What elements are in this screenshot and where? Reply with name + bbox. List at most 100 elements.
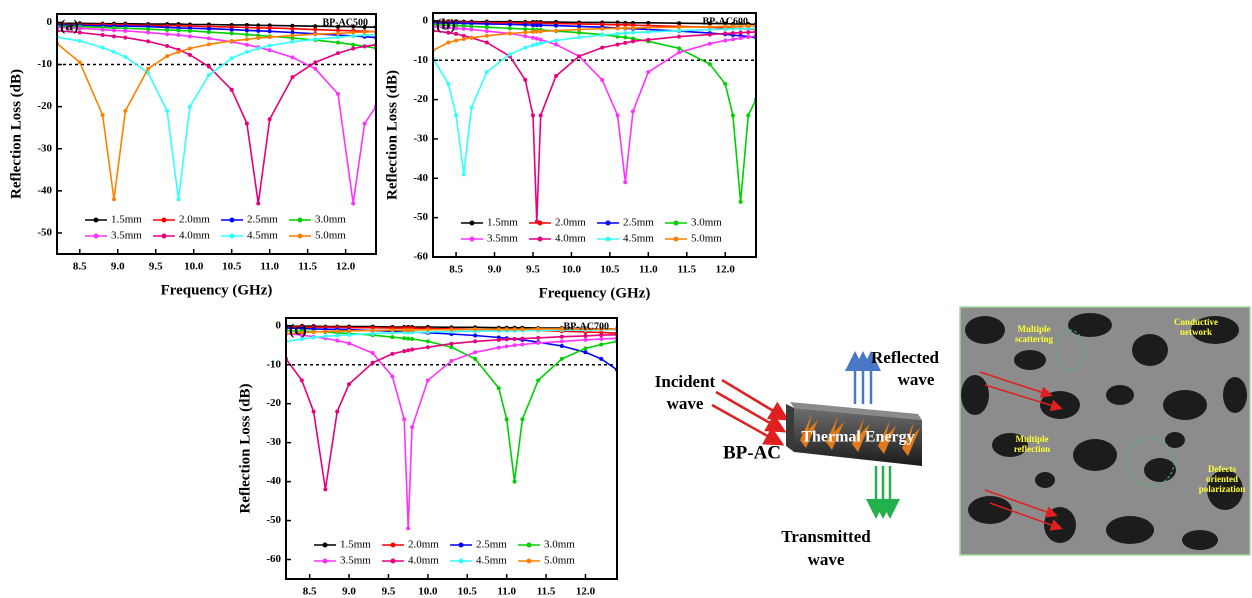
data-point xyxy=(554,28,559,33)
data-point xyxy=(677,50,682,55)
x-tick-label: 10.5 xyxy=(458,586,478,598)
data-point xyxy=(256,46,261,51)
data-point xyxy=(311,335,316,340)
reflect-arrow xyxy=(984,489,1058,518)
panel-label: (b) xyxy=(436,17,456,34)
legend-marker xyxy=(229,233,235,239)
mechanism-diagram: Thermal Energy BP-AC Incident wave Reflec… xyxy=(655,348,940,569)
data-point xyxy=(402,336,407,341)
data-point xyxy=(559,339,564,344)
y-tick-label: -50 xyxy=(37,226,52,238)
data-point xyxy=(484,33,489,38)
data-point xyxy=(469,21,474,26)
x-tick-label: 11.0 xyxy=(260,261,279,273)
legend-marker xyxy=(537,220,543,226)
panel-label: (a) xyxy=(60,18,79,35)
incident-arrow xyxy=(711,403,785,446)
legend-marker xyxy=(161,217,167,223)
data-point xyxy=(454,31,459,36)
legend-label: 5.0mm xyxy=(315,230,346,242)
data-point xyxy=(351,24,356,29)
data-point xyxy=(351,30,356,35)
data-point xyxy=(111,34,116,39)
data-point xyxy=(599,326,604,331)
data-point xyxy=(630,30,635,35)
data-point xyxy=(123,28,128,33)
data-point xyxy=(707,21,712,26)
data-point xyxy=(536,378,541,383)
label-line: wave xyxy=(667,394,704,413)
data-point xyxy=(336,51,341,56)
data-point xyxy=(100,113,105,118)
y-tick-label: -40 xyxy=(413,172,428,184)
data-point xyxy=(707,41,712,46)
data-point xyxy=(313,32,318,37)
data-point xyxy=(534,36,539,41)
chart: 1.5mm 2.0mm 2.5mm 3.0mm 3.5mm 4.0mm 4.5mm 5.0mm… xyxy=(384,12,757,301)
x-tick-label: 9.5 xyxy=(149,261,163,273)
data-point xyxy=(299,378,304,383)
data-point xyxy=(623,31,628,36)
data-point xyxy=(473,333,478,338)
data-point xyxy=(615,113,620,118)
legend-marker xyxy=(605,220,611,226)
data-point xyxy=(534,42,539,47)
data-point xyxy=(507,31,512,36)
data-point xyxy=(623,180,628,185)
scatter-arrow xyxy=(979,371,1053,398)
data-point xyxy=(738,24,743,29)
data-point xyxy=(730,113,735,118)
legend-marker xyxy=(297,217,303,223)
data-point xyxy=(523,27,528,32)
legend-marker xyxy=(673,220,679,226)
data-point xyxy=(446,40,451,45)
data-point xyxy=(290,26,295,31)
data-point xyxy=(504,337,509,342)
data-point xyxy=(523,30,528,35)
data-point xyxy=(577,54,582,59)
data-point xyxy=(77,60,82,65)
data-point xyxy=(313,37,318,42)
annotation: Multiple scattering xyxy=(1015,324,1053,344)
y-axis-label: Reflection Loss (dB) xyxy=(8,69,24,199)
data-point xyxy=(244,49,249,54)
x-tick-label: 10.0 xyxy=(418,586,438,598)
data-point xyxy=(244,28,249,33)
legend-label: 4.0mm xyxy=(179,230,210,242)
data-point xyxy=(187,34,192,39)
data-point xyxy=(323,329,328,334)
data-point xyxy=(267,117,272,122)
data-point xyxy=(165,28,170,32)
annotation: Multiple reflection xyxy=(1014,434,1050,454)
chart-title: BP-AC600 xyxy=(702,16,748,27)
data-point xyxy=(523,45,528,50)
data-point xyxy=(583,350,588,355)
legend-marker xyxy=(322,542,328,548)
data-point xyxy=(313,66,318,71)
label-line: Incident xyxy=(655,372,716,391)
data-point xyxy=(77,30,82,35)
series-line xyxy=(57,30,376,200)
data-point xyxy=(559,356,564,361)
data-point xyxy=(335,338,340,343)
data-point xyxy=(229,87,234,92)
data-point xyxy=(146,27,151,32)
data-point xyxy=(559,334,564,339)
data-point xyxy=(244,25,249,30)
data-point xyxy=(583,333,588,338)
legend-marker xyxy=(469,220,475,226)
y-tick-label: -40 xyxy=(37,184,52,196)
plot-frame xyxy=(56,13,377,255)
network-ring xyxy=(1055,329,1085,371)
data-point xyxy=(583,337,588,342)
data-point xyxy=(707,62,712,67)
data-point xyxy=(206,30,211,35)
data-point xyxy=(484,22,489,27)
data-point xyxy=(410,337,415,342)
data-point xyxy=(538,41,543,46)
data-point xyxy=(410,328,415,333)
data-point xyxy=(746,113,751,118)
x-axis-label: Frequency (GHz) xyxy=(539,285,651,301)
data-point xyxy=(311,409,316,414)
data-point xyxy=(111,197,116,202)
